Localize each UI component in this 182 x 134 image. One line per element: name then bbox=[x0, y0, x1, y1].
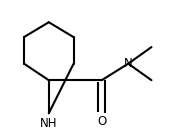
Text: NH: NH bbox=[40, 117, 58, 130]
Text: O: O bbox=[97, 115, 106, 128]
Text: N: N bbox=[124, 57, 133, 70]
